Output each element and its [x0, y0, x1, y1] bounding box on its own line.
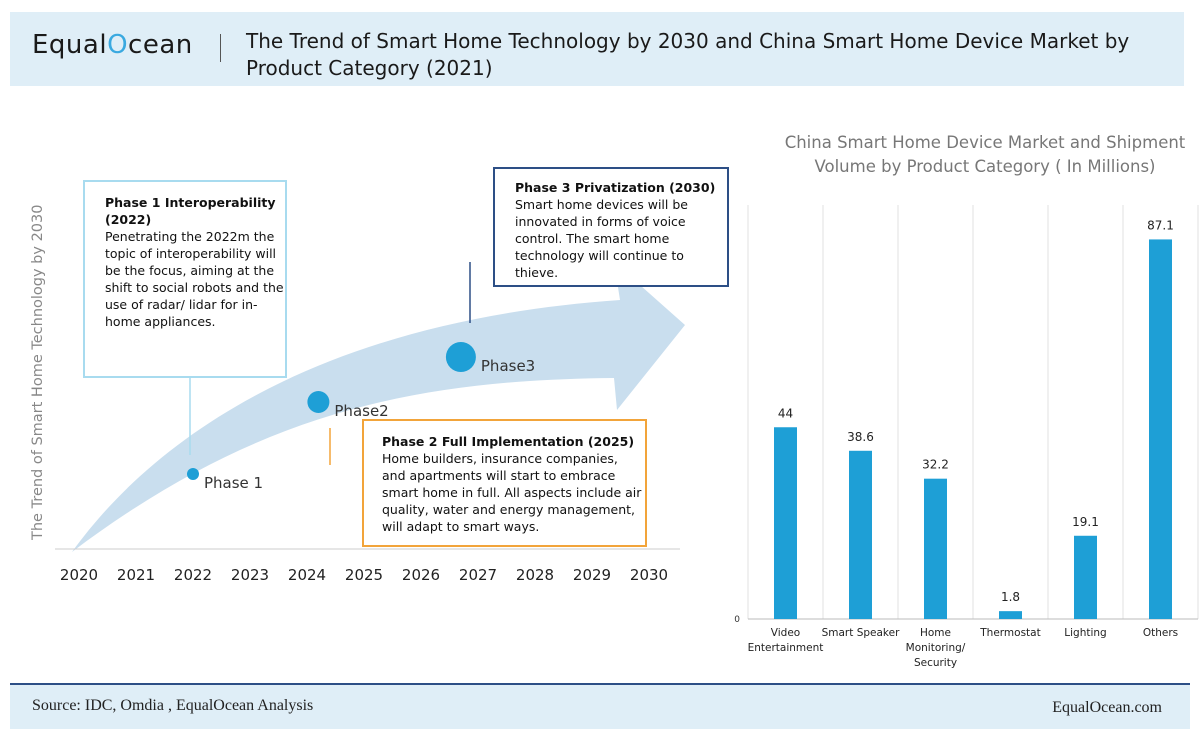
- phase-marker-dot[interactable]: [307, 391, 330, 413]
- footer-banner: Source: IDC, Omdia , EqualOcean Analysis…: [10, 683, 1190, 729]
- x-tick-label: Lighting: [1064, 627, 1106, 639]
- bar-value-label: 19.1: [1072, 515, 1099, 529]
- timeline-year-label: 2029: [573, 566, 611, 584]
- chart-title-line2: Volume by Product Category ( In Millions…: [814, 157, 1156, 176]
- phase2-callout: Phase 2 Full Implementation (2025) Home …: [362, 419, 647, 547]
- timeline-year-label: 2024: [288, 566, 326, 584]
- header-divider: [220, 34, 221, 62]
- x-tick-label: Video: [771, 627, 800, 639]
- bar[interactable]: [924, 478, 947, 619]
- timeline-year-label: 2025: [345, 566, 383, 584]
- phase-marker-label: Phase 1: [204, 474, 263, 492]
- phase1-text: Penetrating the 2022m the topic of inter…: [105, 229, 284, 329]
- equalocean-logo[interactable]: EqualOcean: [32, 30, 193, 60]
- bar[interactable]: [774, 427, 797, 619]
- bar-value-label: 38.6: [847, 430, 874, 444]
- phase-marker-label: Phase3: [481, 357, 535, 375]
- bar-chart: 0 44 Video Entertainment 38.6 Smart Speaker 32…: [734, 205, 1199, 669]
- page-title-line1: The Trend of Smart Home Technology by 20…: [246, 29, 1130, 53]
- phase2-text: Home builders, insurance companies, and …: [382, 451, 642, 534]
- bar[interactable]: [1149, 239, 1172, 619]
- timeline-year-label: 2023: [231, 566, 269, 584]
- timeline-year-label: 2026: [402, 566, 440, 584]
- timeline-year-label: 2020: [60, 566, 98, 584]
- timeline-phases: Phase 1 Phase2 Phase3: [187, 342, 535, 492]
- phase1-title: Phase 1 Interoperability (2022): [105, 195, 276, 227]
- phase2-title: Phase 2 Full Implementation (2025): [382, 434, 635, 449]
- timeline-y-title: The Trend of Smart Home Technology by 20…: [30, 204, 46, 540]
- timeline-year-label: 2021: [117, 566, 155, 584]
- chart-title: China Smart Home Device Market and Shipm…: [760, 131, 1200, 179]
- x-tick-label: Monitoring/: [906, 642, 966, 654]
- timeline-year-label: 2028: [516, 566, 554, 584]
- site-link[interactable]: EqualOcean.com: [1052, 699, 1162, 716]
- bar-value-label: 87.1: [1147, 218, 1174, 232]
- timeline-year-labels: 2020 2021 2022 2023 2024 2025 2026 2027 2028 2029…: [60, 566, 668, 584]
- page-title: The Trend of Smart Home Technology by 20…: [246, 28, 1176, 82]
- phase-marker-label: Phase2: [334, 402, 388, 420]
- x-tick-label: Smart Speaker: [822, 627, 900, 639]
- bar[interactable]: [1074, 535, 1097, 619]
- chart-title-line1: China Smart Home Device Market and Shipm…: [784, 133, 1186, 152]
- timeline-year-label: 2030: [630, 566, 668, 584]
- growth-arrow: [72, 262, 685, 552]
- bar-value-label: 44: [778, 406, 793, 420]
- phase3-callout: Phase 3 Privatization (2030) Smart home …: [493, 167, 729, 287]
- x-tick-label: Security: [914, 657, 957, 669]
- phase-marker-dot[interactable]: [445, 342, 476, 372]
- x-tick-label: Others: [1143, 627, 1178, 639]
- phase3-title: Phase 3 Privatization (2030): [515, 180, 716, 195]
- bar[interactable]: [849, 450, 872, 619]
- x-tick-label: Entertainment: [748, 642, 824, 654]
- x-tick-label: Thermostat: [979, 627, 1040, 639]
- x-tick-label: Home: [920, 627, 951, 639]
- y-tick-label: 0: [734, 615, 740, 625]
- phase-marker-dot[interactable]: [187, 468, 199, 480]
- source-note: Source: IDC, Omdia , EqualOcean Analysis: [32, 697, 314, 714]
- timeline-year-label: 2022: [174, 566, 212, 584]
- timeline-year-label: 2027: [459, 566, 497, 584]
- bar-value-label: 32.2: [922, 458, 949, 472]
- header-banner: EqualOcean The Trend of Smart Home Techn…: [10, 12, 1184, 86]
- timeline-graphic: 2020 2021 2022 2023 2024 2025 2026 2027 2028 2029…: [55, 262, 685, 584]
- bar[interactable]: [999, 611, 1022, 619]
- logo-o-ring-icon: O: [107, 30, 129, 60]
- phase3-text: Smart home devices will be innovated in …: [515, 197, 688, 280]
- phase1-callout: Phase 1 Interoperability (2022) Penetrat…: [83, 180, 287, 378]
- page-title-line2: Product Category (2021): [246, 56, 493, 80]
- bar-value-label: 1.8: [1001, 590, 1020, 604]
